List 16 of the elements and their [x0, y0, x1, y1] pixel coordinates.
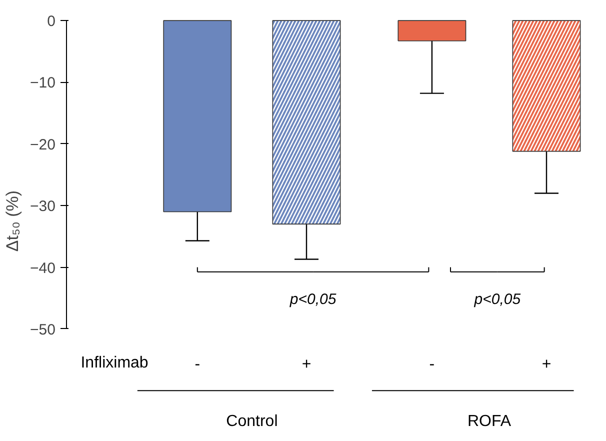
text: Infliximab — [80, 354, 148, 372]
y-tick-label: −10 — [30, 74, 56, 92]
y-tick-label: −30 — [30, 198, 56, 216]
y-axis-title: Δt₅₀ (%) — [3, 190, 22, 252]
y-tick-label: 0 — [47, 13, 56, 30]
x-tick-label: + — [302, 356, 312, 373]
annotation: p<0,05 — [288, 291, 337, 308]
x-tick-label: + — [542, 356, 552, 373]
x-tick-label: - — [194, 356, 200, 373]
annotation: p<0,05 — [473, 291, 522, 308]
text: ROFA — [467, 412, 512, 430]
x-tick-label: - — [429, 356, 435, 373]
y-tick-label: −40 — [30, 260, 56, 277]
text: Control — [226, 412, 278, 430]
y-tick-label: −20 — [30, 136, 56, 154]
y-tick-label: −50 — [30, 321, 56, 338]
